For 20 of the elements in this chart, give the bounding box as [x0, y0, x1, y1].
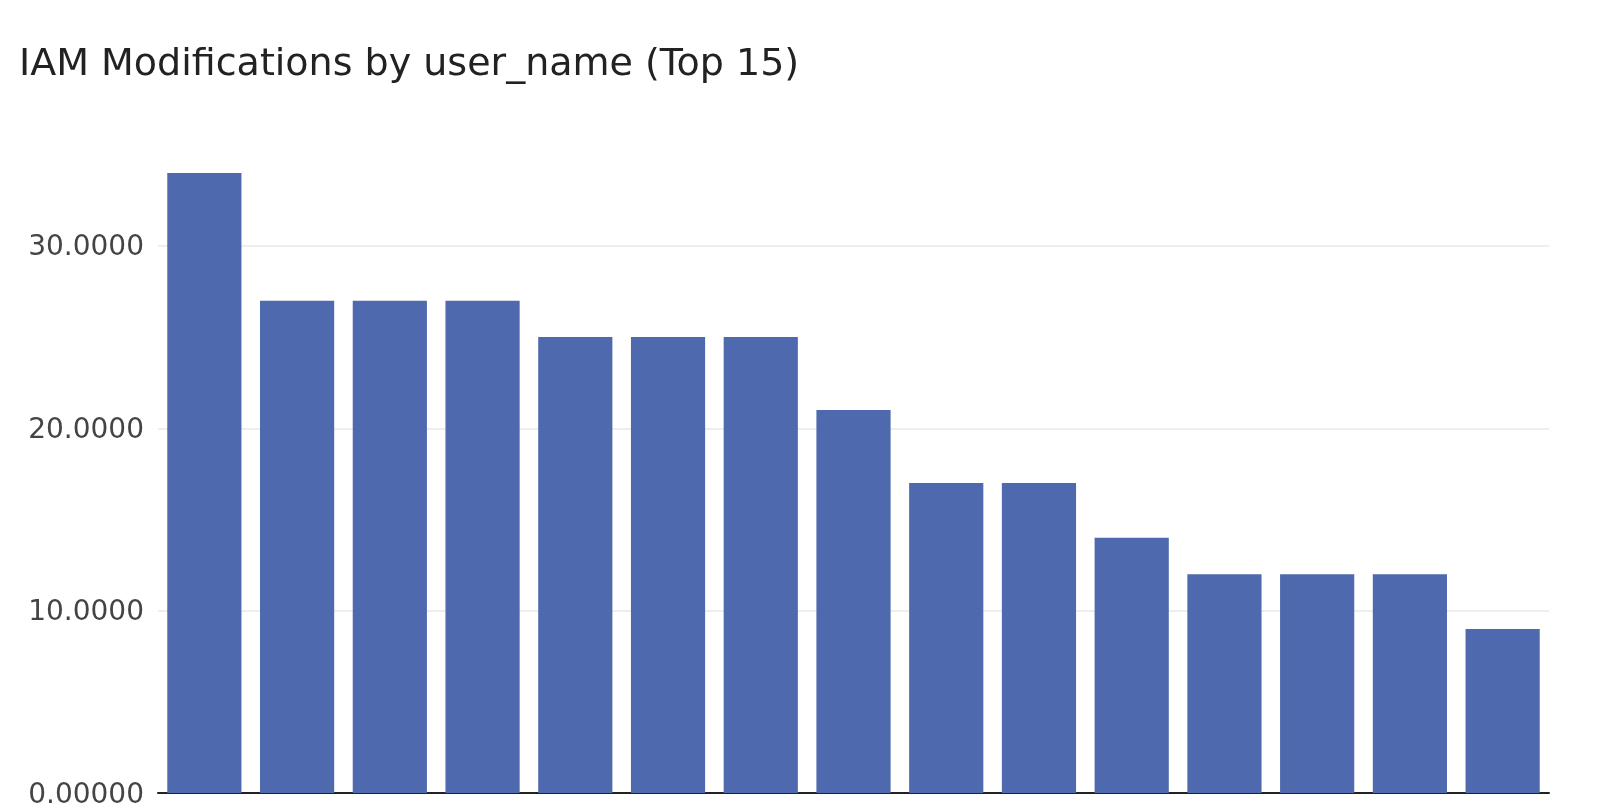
- bar: [1372, 574, 1447, 793]
- bar: [260, 300, 335, 793]
- bar: [630, 337, 706, 793]
- bar: [1001, 483, 1077, 793]
- y-tick-label: 0.00000: [28, 776, 144, 807]
- bar: [1280, 574, 1355, 793]
- y-tick-label: 10.0000: [28, 594, 144, 628]
- bar: [1465, 628, 1540, 793]
- bar: [723, 337, 798, 793]
- y-tick-label: 20.0000: [28, 411, 144, 445]
- bar: [816, 410, 891, 793]
- bar: [1187, 574, 1262, 793]
- bar: [909, 483, 984, 793]
- bar: [167, 173, 242, 793]
- bar: [538, 337, 613, 793]
- bar: [445, 300, 520, 793]
- bar: [1094, 537, 1169, 793]
- chart-title: IAM Modifications by user_name (Top 15): [19, 40, 800, 84]
- y-tick-label: 30.0000: [28, 229, 144, 263]
- bar: [352, 300, 427, 793]
